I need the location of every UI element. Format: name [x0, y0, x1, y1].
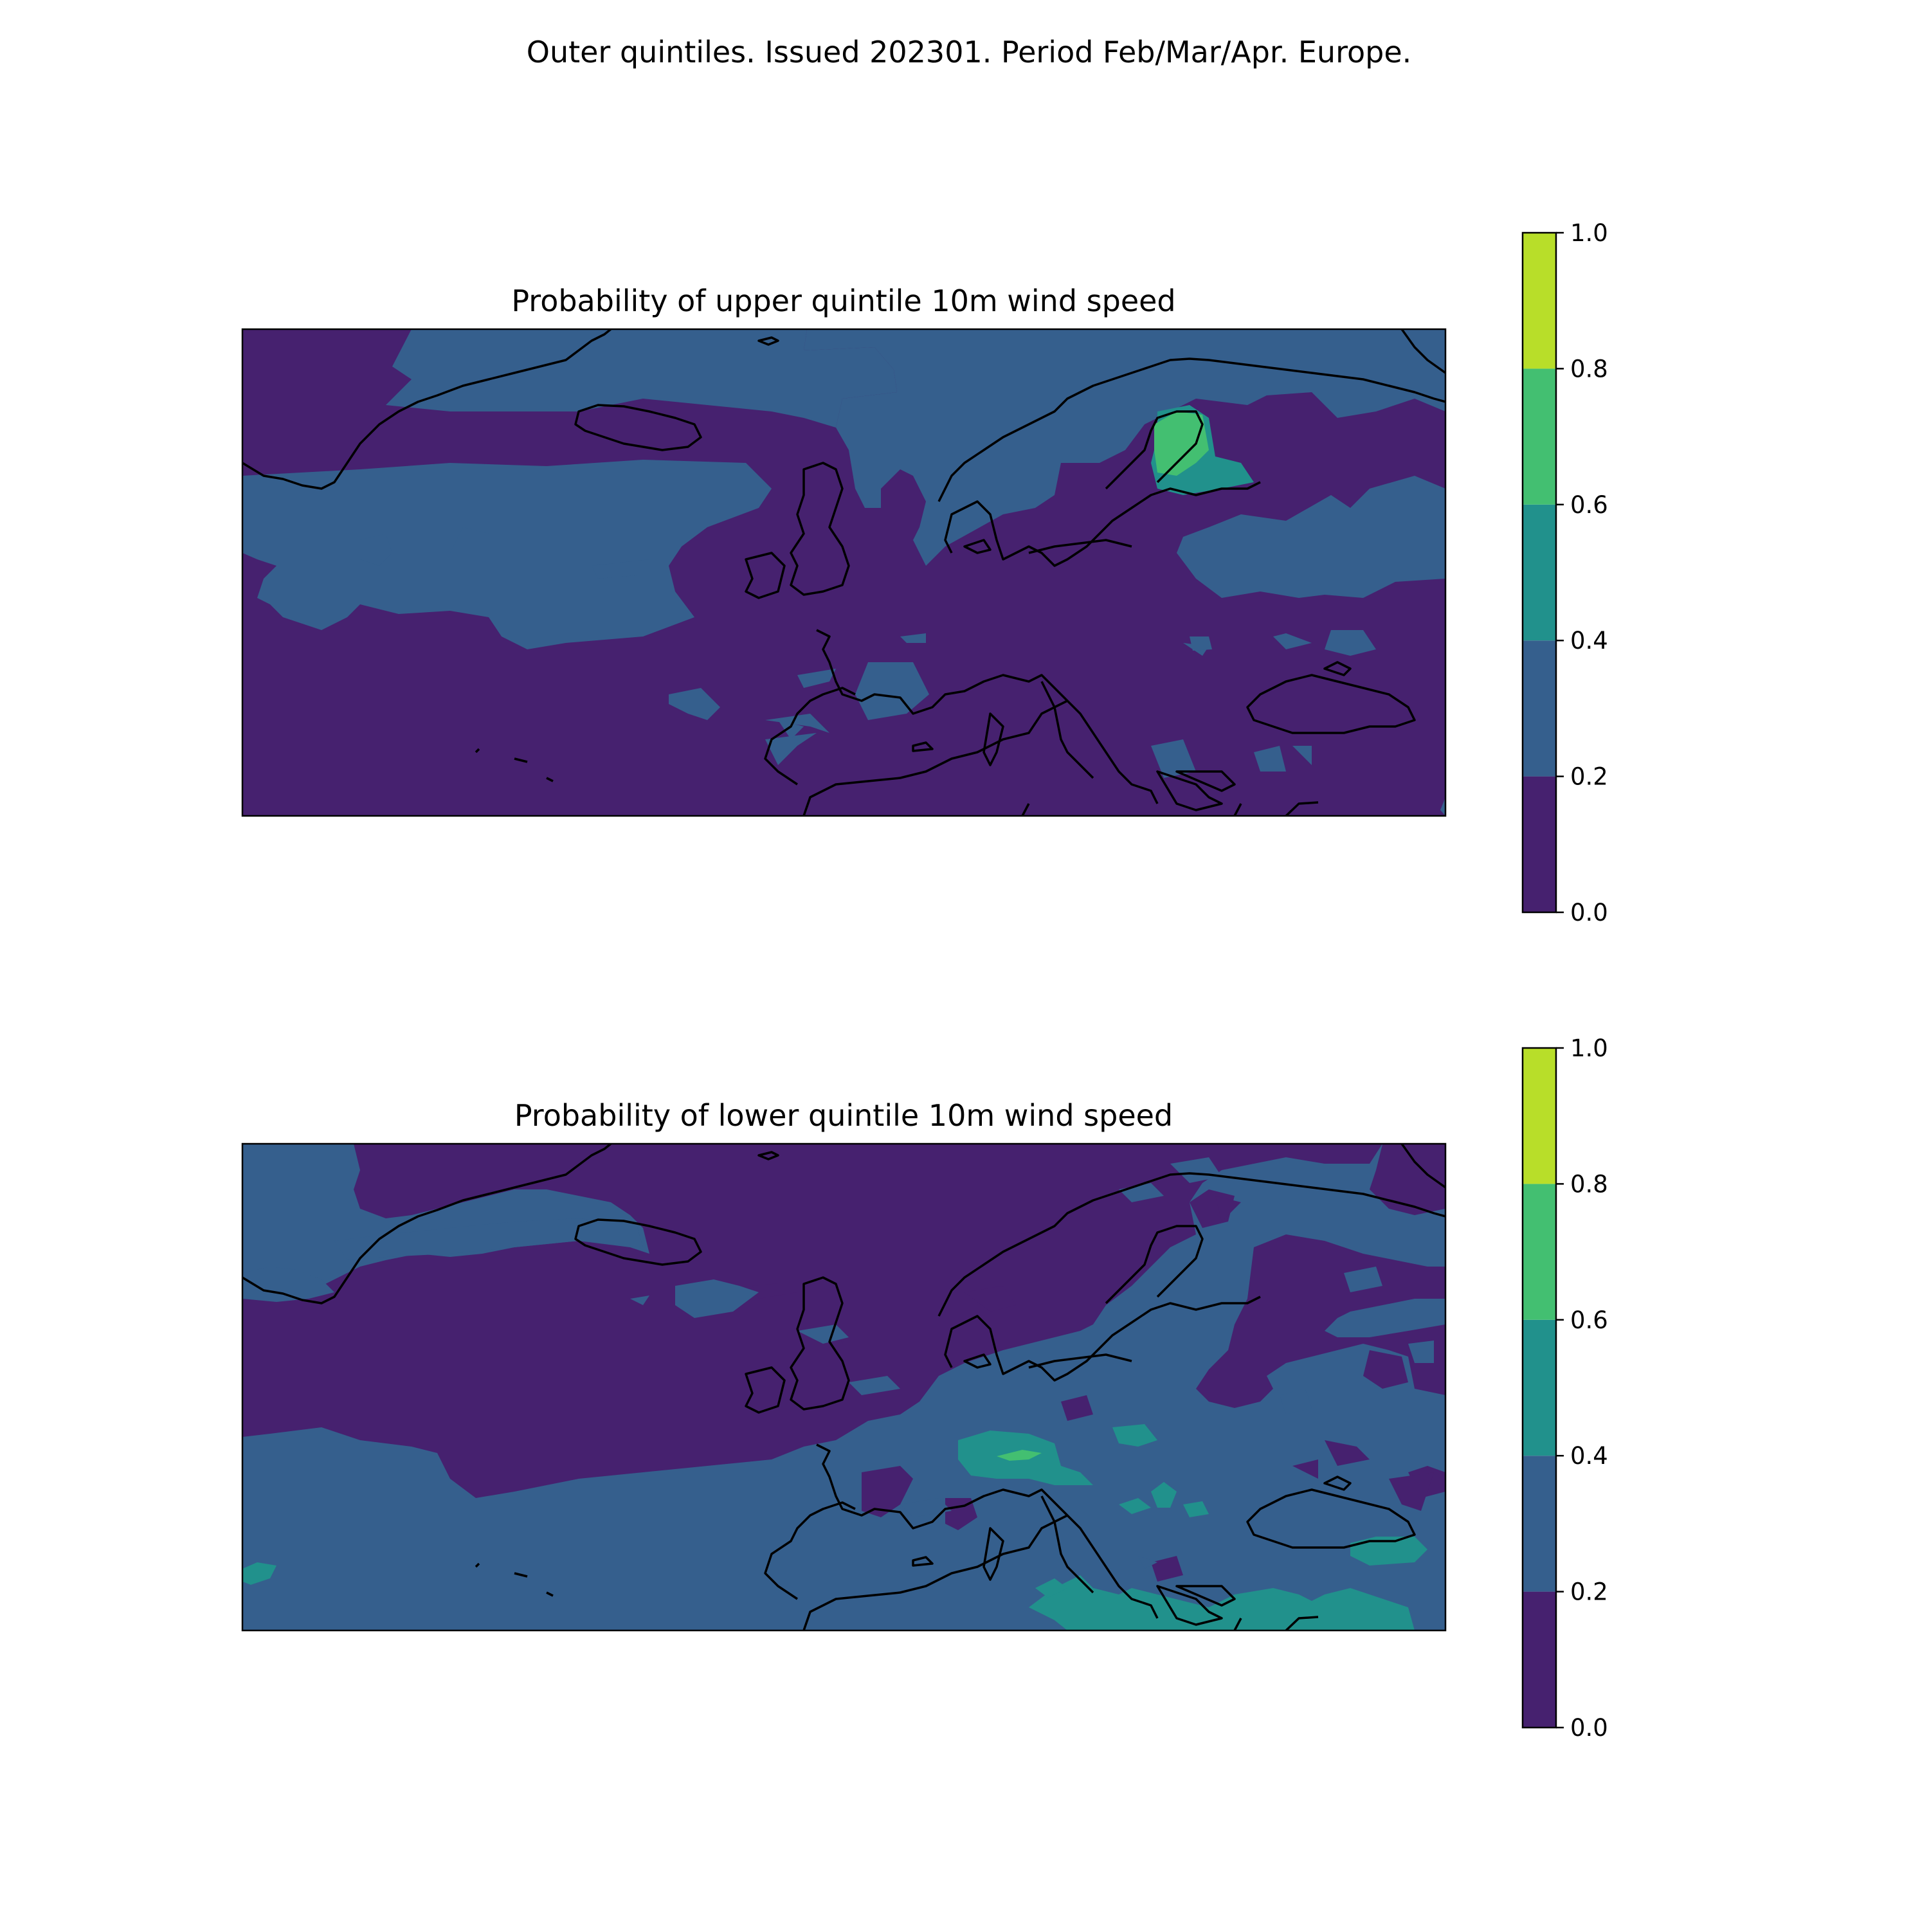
- panel-title-upper: Probability of upper quintile 10m wind s…: [511, 284, 1175, 318]
- coastline-lower: [242, 1144, 1445, 1630]
- panel-title-lower: Probability of lower quintile 10m wind s…: [514, 1098, 1173, 1133]
- band-0-0-to-0-2-lower: [242, 1144, 1445, 1582]
- colorbar-tick-label: 0.2: [1570, 1578, 1608, 1606]
- band-0-6-to-0-8-lower: [997, 1450, 1042, 1461]
- colorbar-segment: [1523, 368, 1556, 505]
- colorbar-segment: [1523, 1048, 1556, 1184]
- colorbar-tick-label: 1.0: [1570, 1034, 1608, 1062]
- colorbar-segment: [1523, 776, 1556, 912]
- colorbar-tick-label: 0.8: [1570, 1170, 1608, 1198]
- band-0-2-to-0-4-lower: [242, 1157, 1434, 1569]
- band-0-2-to-0-4-upper: [242, 329, 1445, 816]
- band-0-6-to-0-8-upper: [1154, 411, 1209, 476]
- colorbar-upper: 0.0 0.2 0.4 0.6 0.8 1.0: [1521, 219, 1608, 926]
- colorbar-tick-label: 0.4: [1570, 627, 1608, 655]
- colorbar-tick-label: 1.0: [1570, 219, 1608, 247]
- figure-title: Outer quintiles. Issued 202301. Period F…: [527, 35, 1412, 69]
- map-frame-upper: [241, 328, 1447, 817]
- colorbar-frame: [1521, 231, 1557, 914]
- map-panel-upper: Probability of upper quintile 10m wind s…: [241, 284, 1447, 817]
- colorbar-segment: [1523, 1184, 1556, 1320]
- coastline-upper: [242, 329, 1445, 816]
- colorbar-tick-label: 0.6: [1570, 491, 1608, 519]
- colorbar-tick-label: 0.6: [1570, 1306, 1608, 1334]
- colorbar-tick-label: 0.4: [1570, 1442, 1608, 1470]
- colorbar-frame: [1521, 1047, 1557, 1729]
- colorbar-segment: [1523, 640, 1556, 777]
- colorbar-segment: [1523, 1456, 1556, 1592]
- colorbar-tick-label: 0.0: [1570, 899, 1608, 926]
- map-panel-lower: Probability of lower quintile 10m wind s…: [241, 1098, 1447, 1632]
- colorbar-tick-label: 0.8: [1570, 355, 1608, 383]
- colorbar-tick-label: 0.0: [1570, 1714, 1608, 1742]
- colorbar-tick-label: 0.2: [1570, 763, 1608, 791]
- colorbar-segment: [1523, 1591, 1556, 1728]
- colorbar-segment: [1523, 233, 1556, 369]
- colorbar-segment: [1523, 504, 1556, 641]
- colorbar-lower: 0.0 0.2 0.4 0.6 0.8 1.0: [1521, 1034, 1608, 1742]
- colorbar-segment: [1523, 1319, 1556, 1456]
- map-frame-lower: [241, 1142, 1447, 1632]
